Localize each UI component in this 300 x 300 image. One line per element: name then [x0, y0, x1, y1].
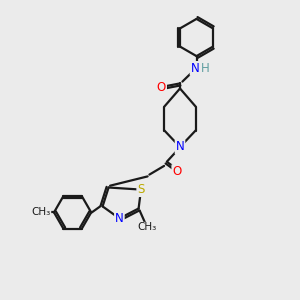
Text: N: N: [176, 140, 184, 154]
Text: CH₃: CH₃: [32, 207, 51, 218]
Text: O: O: [157, 81, 166, 94]
Text: S: S: [137, 183, 145, 196]
Text: CH₃: CH₃: [137, 222, 157, 233]
Text: O: O: [172, 165, 182, 178]
Text: N: N: [115, 212, 124, 225]
Text: N: N: [190, 62, 200, 75]
Text: H: H: [201, 62, 210, 75]
